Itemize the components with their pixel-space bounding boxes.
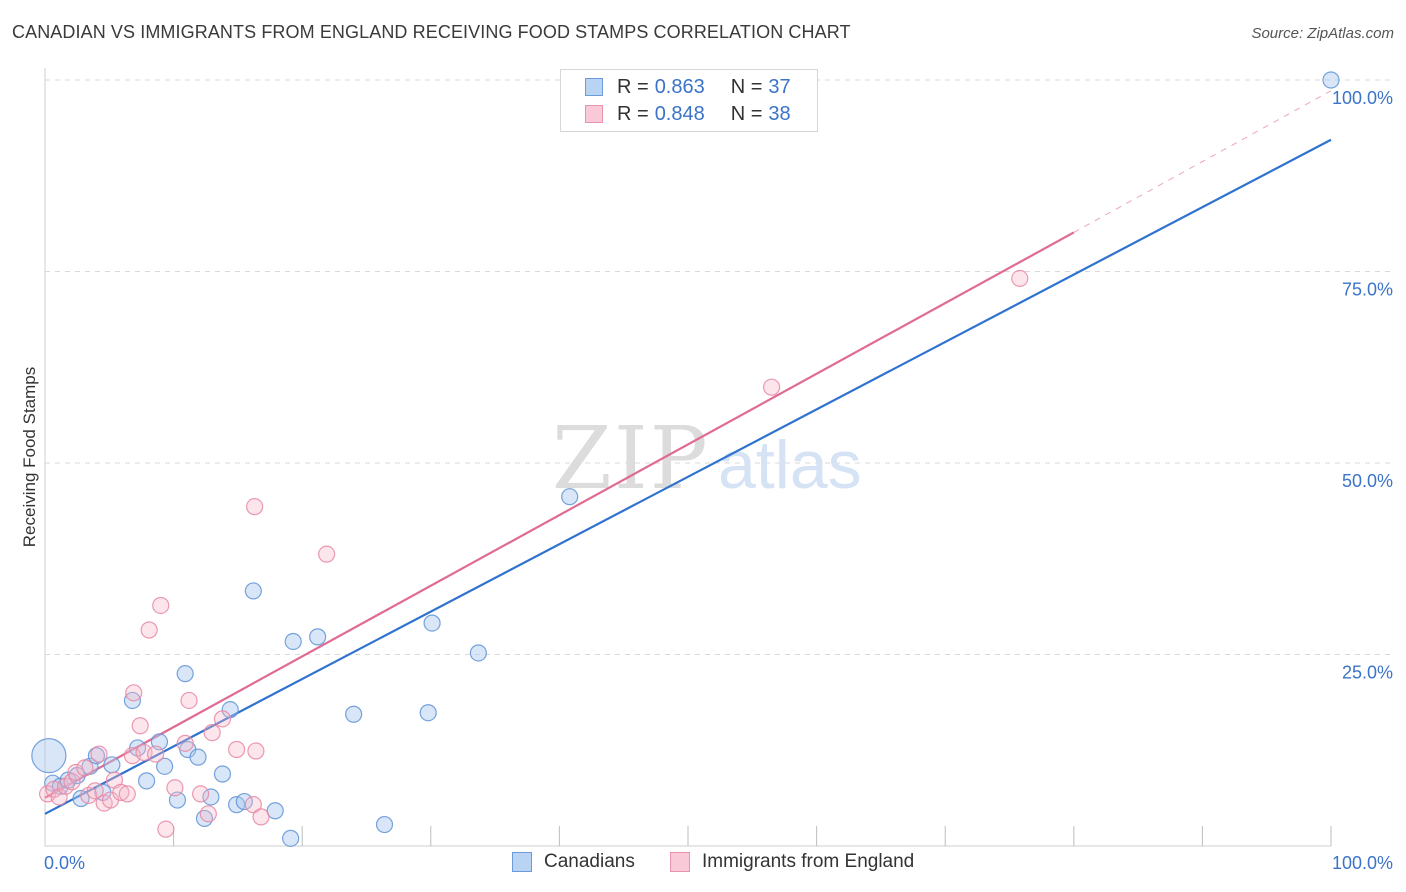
point-england-31 xyxy=(192,785,210,803)
legend-row-canadians: R = 0.863 N = 37 xyxy=(585,74,791,100)
trendline-canadians xyxy=(44,138,1332,815)
legend-r-value: 0.863 xyxy=(654,75,705,98)
legend-row-england: R = 0.848 N = 38 xyxy=(585,101,791,127)
legend-swatch-canadians xyxy=(585,78,603,96)
point-england-13 xyxy=(112,783,130,801)
point-england-2 xyxy=(50,788,68,806)
point-canadians-12 xyxy=(137,772,156,790)
point-canadians-30 xyxy=(345,705,363,723)
point-england-28 xyxy=(213,710,232,728)
point-england-16 xyxy=(125,684,143,702)
point-england-34 xyxy=(252,808,270,826)
trendlines xyxy=(44,90,1332,815)
point-canadians-21 xyxy=(213,765,232,783)
legend-item-england[interactable]: Immigrants from England xyxy=(670,851,914,873)
data-points xyxy=(31,71,1340,847)
point-canadians-24 xyxy=(235,792,253,811)
point-england-27 xyxy=(203,724,221,742)
legend-item-canadians[interactable]: Canadians xyxy=(512,851,635,873)
legend-swatch-england xyxy=(670,852,690,872)
point-england-20 xyxy=(146,745,165,763)
point-canadians-32 xyxy=(419,704,437,722)
point-england-4 xyxy=(63,773,81,791)
legend-r-label: R = xyxy=(617,102,649,125)
legend-n-label: N = xyxy=(730,75,763,98)
point-england-19 xyxy=(140,621,158,639)
point-canadians-34 xyxy=(469,644,487,662)
watermark-zip: ZIP xyxy=(552,409,710,509)
axes xyxy=(44,68,1332,847)
point-canadians-28 xyxy=(309,628,327,646)
legend-label-canadians: Canadians xyxy=(544,851,635,872)
trendline-extension-england xyxy=(1073,90,1332,233)
legend-r-value: 0.848 xyxy=(654,102,705,125)
gridlines xyxy=(45,79,1393,655)
chart-title: CANADIAN VS IMMIGRANTS FROM ENGLAND RECE… xyxy=(12,22,851,42)
point-england-25 xyxy=(180,691,198,710)
point-england-26 xyxy=(199,805,217,823)
legend-swatch-canadians xyxy=(512,852,532,872)
watermark-atlas: atlas xyxy=(718,427,862,503)
point-england-33 xyxy=(247,742,265,760)
point-england-22 xyxy=(157,820,175,838)
point-england-32 xyxy=(246,498,264,516)
point-canadians-9 xyxy=(103,756,121,774)
point-canadians-20 xyxy=(202,788,220,806)
point-england-30 xyxy=(244,796,262,814)
legend-n-value: 38 xyxy=(768,102,791,125)
y-tick-label-50: 50.0% xyxy=(1342,471,1393,491)
point-canadians-16 xyxy=(176,665,194,683)
point-england-5 xyxy=(67,763,85,782)
y-tick-label-75: 75.0% xyxy=(1342,280,1393,300)
point-canadians-36 xyxy=(1322,71,1340,89)
legend-swatch-england xyxy=(585,105,603,123)
point-canadians-29 xyxy=(282,829,300,847)
point-canadians-14 xyxy=(155,757,174,775)
point-england-9 xyxy=(90,745,108,763)
point-england-36 xyxy=(762,378,781,396)
tick-labels: 25.0% 50.0% 75.0% 100.0% 0.0% 100.0% xyxy=(44,88,1393,873)
legend-r-label: R = xyxy=(617,75,649,98)
watermark: ZIP atlas xyxy=(552,409,862,509)
point-england-35 xyxy=(318,545,336,563)
point-canadians-35 xyxy=(561,488,579,506)
y-tick-label-25: 25.0% xyxy=(1342,663,1393,683)
point-england-8 xyxy=(86,782,104,800)
point-canadians-26 xyxy=(266,802,284,820)
point-canadians-31 xyxy=(375,815,394,834)
point-england-6 xyxy=(76,759,94,777)
trendline-england xyxy=(44,231,1075,799)
point-canadians-25 xyxy=(244,582,262,600)
point-england-17 xyxy=(131,717,149,735)
y-tick-label-100: 100.0% xyxy=(1332,88,1393,108)
stats-legend: R = 0.863 N = 37 R = 0.848 N = 38 xyxy=(560,69,818,132)
point-canadians-27 xyxy=(284,632,302,651)
point-england-23 xyxy=(166,779,184,797)
point-canadians-33 xyxy=(423,614,441,632)
x-tick-label-100: 100.0% xyxy=(1332,853,1393,873)
point-england-29 xyxy=(228,740,246,759)
point-england-14 xyxy=(118,785,136,803)
legend-n-value: 37 xyxy=(768,75,791,98)
point-canadians-18 xyxy=(189,748,207,766)
point-england-37 xyxy=(1011,269,1029,287)
point-england-21 xyxy=(152,596,170,615)
series-legend: Canadians Immigrants from England xyxy=(0,851,1406,877)
source-label: Source: ZipAtlas.com xyxy=(1251,25,1394,42)
legend-label-england: Immigrants from England xyxy=(702,851,915,872)
x-tick-label-0: 0.0% xyxy=(44,853,85,873)
point-england-24 xyxy=(176,734,194,752)
point-canadians-0 xyxy=(31,738,67,774)
legend-n-label: N = xyxy=(730,102,763,125)
